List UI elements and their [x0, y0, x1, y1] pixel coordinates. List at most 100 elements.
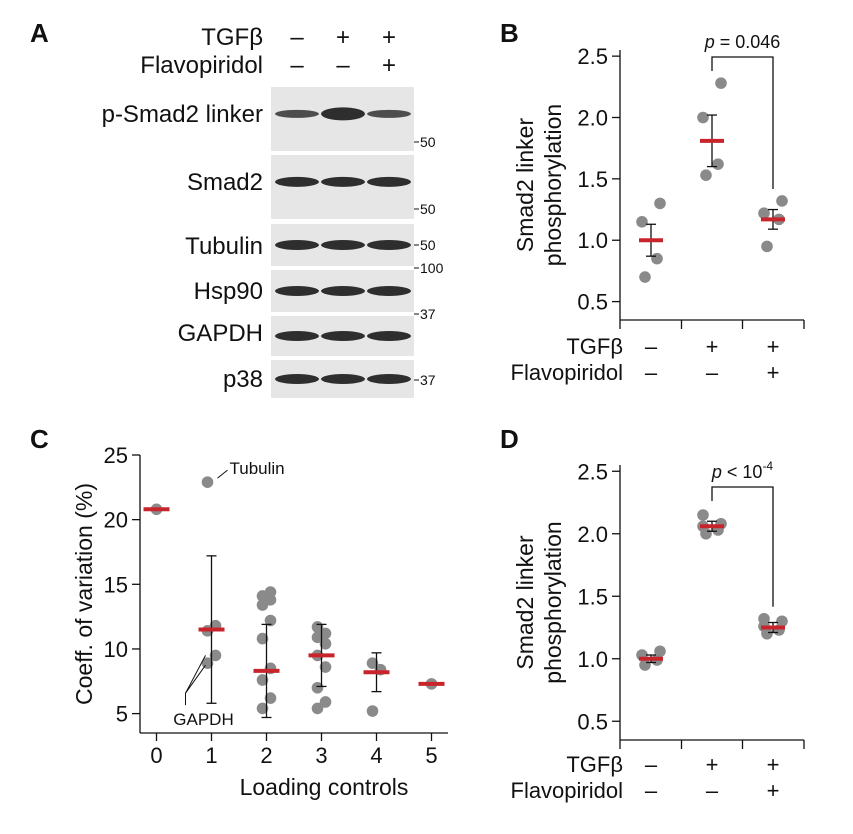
blot-condition-label: Flavopiridol [140, 52, 263, 79]
panel-letter-c: C [30, 424, 49, 454]
condition-sign: + [706, 752, 719, 777]
data-point [712, 158, 724, 170]
condition-sign: – [645, 778, 658, 803]
condition-sign: + [767, 778, 780, 803]
blot-band [367, 240, 411, 250]
blot-band [275, 176, 319, 187]
blot-band [321, 374, 365, 384]
blot-band [367, 331, 411, 341]
blot-band [275, 109, 319, 118]
data-point [776, 195, 788, 207]
data-point [319, 661, 332, 673]
data-point [639, 271, 651, 283]
blot-condition-sign: + [336, 24, 350, 51]
blot-marker-label: 50 [420, 134, 436, 150]
p-value-part: p [711, 462, 722, 482]
p-value-label: p < 10-4 [711, 459, 774, 482]
panel-letter-a: A [30, 18, 49, 48]
annotation-leader [185, 655, 206, 694]
data-point [639, 659, 651, 671]
y-axis-label: Smad2 linker [512, 118, 538, 253]
blot-protein-label: Tubulin [185, 233, 263, 260]
blot-band [367, 286, 411, 296]
significance-bracket [711, 56, 774, 189]
x-tick-label: 0 [150, 743, 162, 768]
annotation-tubulin: Tubulin [230, 459, 285, 478]
data-point [654, 645, 666, 658]
y-axis-label: Smad2 linker [512, 535, 538, 670]
y-tick-label: 0.5 [577, 290, 608, 315]
data-point [256, 702, 269, 715]
blot-band [275, 331, 319, 341]
p-value-superscript: -4 [762, 459, 773, 473]
blot-marker-label: 37 [420, 372, 436, 388]
y-tick-label: 2.0 [577, 106, 608, 131]
y-tick-label: 10 [104, 637, 128, 662]
x-tick-label: 1 [205, 743, 217, 768]
condition-sign: + [767, 334, 780, 359]
data-point [366, 705, 379, 717]
data-point [776, 615, 788, 628]
data-point [636, 216, 648, 228]
p-value-part: < 10 [722, 462, 763, 482]
condition-label: Flavopiridol [511, 360, 624, 385]
blot-protein-label: GAPDH [178, 320, 263, 347]
blot-band [275, 240, 319, 250]
data-point [264, 586, 277, 598]
data-point [366, 657, 379, 669]
condition-sign: + [767, 752, 780, 777]
blot-band [321, 240, 365, 250]
data-point [700, 169, 712, 181]
data-point [311, 702, 324, 715]
blot-condition-label: TGFβ [201, 24, 263, 51]
blot-band [367, 176, 411, 187]
y-axis-label: phosphorylation [540, 104, 566, 266]
blot-condition-sign: – [290, 24, 304, 51]
condition-sign: – [645, 360, 658, 385]
data-point [697, 111, 709, 124]
blot-band [367, 374, 411, 384]
y-tick-label: 5 [116, 702, 128, 727]
y-tick-label: 20 [104, 508, 128, 533]
condition-sign: + [706, 334, 719, 359]
p-value-part: = 0.046 [715, 32, 781, 52]
blot-marker-label: 37 [420, 306, 436, 322]
y-tick-label: 1.5 [577, 167, 608, 192]
blot-condition-sign: + [382, 24, 396, 51]
data-point [264, 614, 277, 627]
data-point [319, 627, 332, 640]
y-tick-label: 2.5 [577, 44, 608, 69]
condition-label: TGFβ [566, 334, 623, 359]
blot-band [321, 331, 365, 341]
condition-sign: – [706, 778, 719, 803]
y-axis-label: phosphorylation [540, 521, 566, 683]
significance-bracket [711, 486, 774, 607]
x-tick-label: 5 [425, 743, 437, 768]
data-point [264, 692, 277, 704]
blot-protein-label: Hsp90 [194, 278, 263, 305]
blot-marker-label: 50 [420, 201, 436, 217]
blot-band [321, 286, 365, 296]
y-tick-label: 0.5 [577, 709, 608, 734]
blot-protein-label: Smad2 [187, 169, 263, 196]
data-point [256, 632, 269, 645]
annotation-leader [217, 469, 228, 479]
y-axis-label: Coeff. of variation (%) [71, 483, 97, 705]
panel-letter-b: B [500, 18, 519, 48]
x-tick-label: 2 [260, 743, 272, 768]
data-point [761, 240, 773, 253]
condition-sign: – [645, 752, 658, 777]
data-point [697, 509, 709, 521]
data-point [311, 681, 324, 694]
blot-marker-label: 100 [420, 260, 444, 276]
x-tick-label: 4 [370, 743, 382, 768]
data-point [319, 637, 332, 650]
y-tick-label: 25 [104, 443, 128, 468]
blot-band [275, 286, 319, 296]
blot-band [321, 176, 365, 187]
blot-band [275, 374, 319, 384]
x-axis-label: Loading controls [240, 774, 409, 800]
condition-label: TGFβ [566, 752, 623, 777]
x-tick-label: 3 [315, 743, 327, 768]
